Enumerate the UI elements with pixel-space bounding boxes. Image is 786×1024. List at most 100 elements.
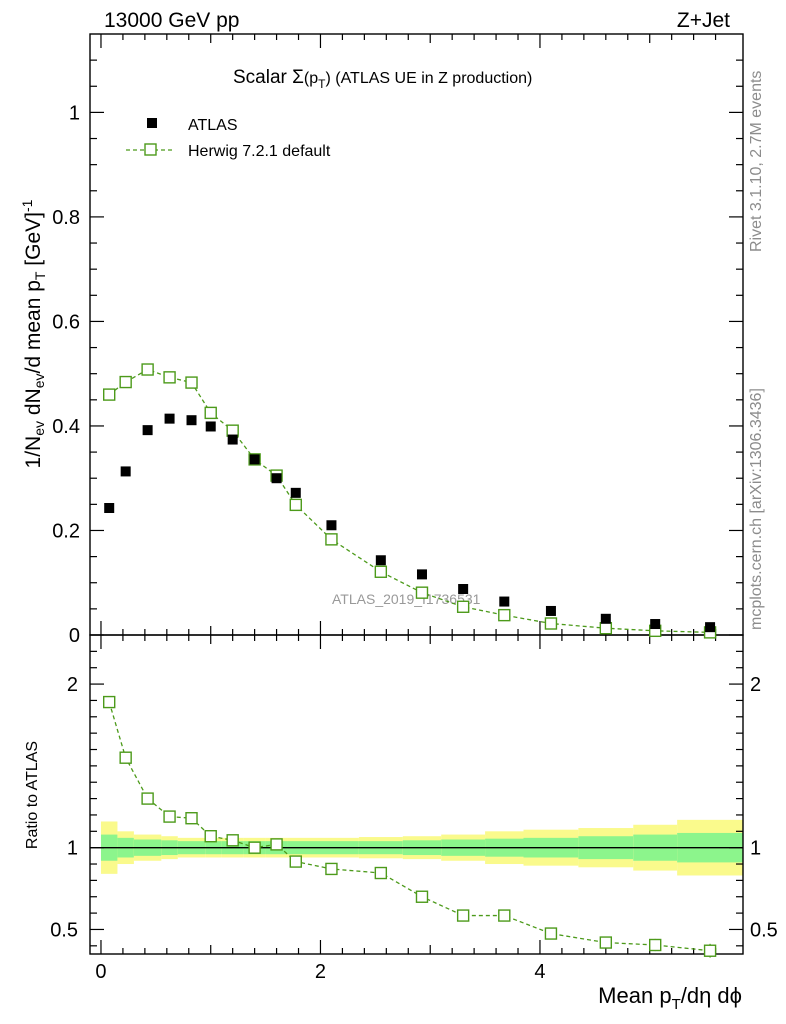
atlas-point [164,413,175,424]
ylabel-d: [GeV] [22,212,45,272]
title-sigma: Σ [292,67,304,88]
atlas-point [458,584,469,595]
main-ytick-label: 0.4 [52,416,80,438]
atlas-point [271,473,282,484]
ratio-herwig-point [248,841,261,854]
main-atlas-series [104,413,716,633]
ratio-herwig-point [103,695,116,709]
herwig-point [289,498,302,512]
xlabel-sub: T [672,996,681,1013]
main-ytick-label: 0.8 [52,207,80,229]
ylabel-b-sub: ev [31,373,47,388]
xtick-label: 4 [534,961,545,983]
herwig-point [374,565,388,578]
ratio-panel-frame [89,634,744,955]
herwig-point [119,375,132,389]
process-label: Z+Jet [677,9,730,32]
ylabel-a: 1/N [22,436,45,469]
xtick-label: 2 [315,961,326,983]
legend-atlas-label: ATLAS [188,117,238,134]
atlas-point [705,622,716,633]
herwig-point [226,424,239,437]
atlas-point [205,421,216,432]
legend-herwig-marker [144,143,157,156]
herwig-point [599,622,613,635]
ratio-herwig-point [204,830,217,843]
legend-herwig-label: Herwig 7.2.1 default [188,143,331,160]
ylabel-c: /d mean p [22,280,45,373]
ratio-ylabel: Ratio to ATLAS [24,741,41,849]
ratio-herwig-point [289,855,302,868]
atlas-point [326,520,337,531]
atlas-point [545,605,556,616]
herwig-point [185,376,198,389]
atlas-point [650,619,661,630]
ratio-herwig-point [456,909,470,922]
plot-title: Scalar Σ(pT) (ATLAS UE in Z production) [233,67,532,91]
main-ytick-label: 1 [69,102,80,124]
main-ytick-label: 0.6 [52,311,80,333]
atlas-point [249,454,260,465]
ylabel-a-sub: ev [31,421,47,436]
tick-labels: 0 0.2 0.4 0.6 0.8 1 0.5 0.5 1 1 2 2 0 2 4 [50,102,778,983]
ratio-ytick-label-right: 0.5 [750,919,778,941]
herwig-point [141,363,154,376]
ratio-herwig-line [108,701,711,952]
ratio-ytick-label: 2 [67,674,78,696]
ratio-herwig-point [185,812,198,825]
ratio-herwig-point [415,890,429,903]
legend: ATLAS Herwig 7.2.1 default [126,117,331,160]
ratio-ytick-label-right: 2 [750,674,761,696]
ratio-herwig-point [270,838,283,851]
atlas-point [499,596,510,607]
atlas-point [142,425,153,436]
atlas-point [290,487,301,498]
ratio-herwig-point [374,866,388,880]
atlas-point [375,555,386,566]
ratio-ytick-label: 1 [67,838,78,860]
title-pre: Scalar [233,67,292,88]
herwig-point [163,371,176,384]
rivet-version-label: Rivet 3.1.10, 2.7M events [748,71,765,252]
analysis-watermark: ATLAS_2019_I1736531 [332,591,481,607]
title-sub: T [318,77,326,91]
ratio-herwig-point [599,936,613,949]
ratio-herwig-point [498,909,511,922]
main-ytick-label: 0 [69,625,80,647]
main-axis-ticks [90,34,743,636]
title-close: ) [325,70,330,87]
ratio-herwig-point [325,862,338,876]
legend-atlas-marker [147,118,157,128]
atlas-point [186,415,197,426]
herwig-point [103,388,116,401]
herwig-point [544,617,558,630]
ratio-herwig-point [141,792,154,805]
xlabel-b: /dη dϕ [681,983,742,1008]
herwig-point [498,608,511,622]
energy-label: 13000 GeV pp [104,9,239,32]
atlas-point [416,569,427,580]
ylabel-c-sub: T [32,271,48,280]
ylabel-d-sup: -1 [19,199,35,212]
atlas-point [600,613,611,624]
ratio-herwig-point [544,927,558,940]
herwig-point [415,586,429,599]
main-ylabel: 1/Nev dNev/d mean pT [GeV]-1 [19,199,48,468]
xlabel-a: Mean p [598,983,671,1008]
ratio-xlabel: Mean pT/dη dϕ [598,983,742,1013]
mcplots-label: mcplots.cern.ch [arXiv:1306.3436] [748,388,765,630]
ratio-herwig-point [119,751,132,764]
atlas-point [227,434,238,445]
ratio-herwig-series [103,695,717,958]
xtick-label: 0 [95,961,106,983]
title-post: (ATLAS UE in Z production) [331,70,533,87]
herwig-point [204,406,217,420]
ratio-ytick-label: 0.5 [50,919,78,941]
ylabel-b: dN [22,388,45,421]
ratio-herwig-point [649,938,662,952]
main-ytick-label: 0.2 [52,520,80,542]
ratio-herwig-point [226,834,239,847]
ratio-herwig-point [163,810,176,823]
atlas-point [104,503,115,514]
